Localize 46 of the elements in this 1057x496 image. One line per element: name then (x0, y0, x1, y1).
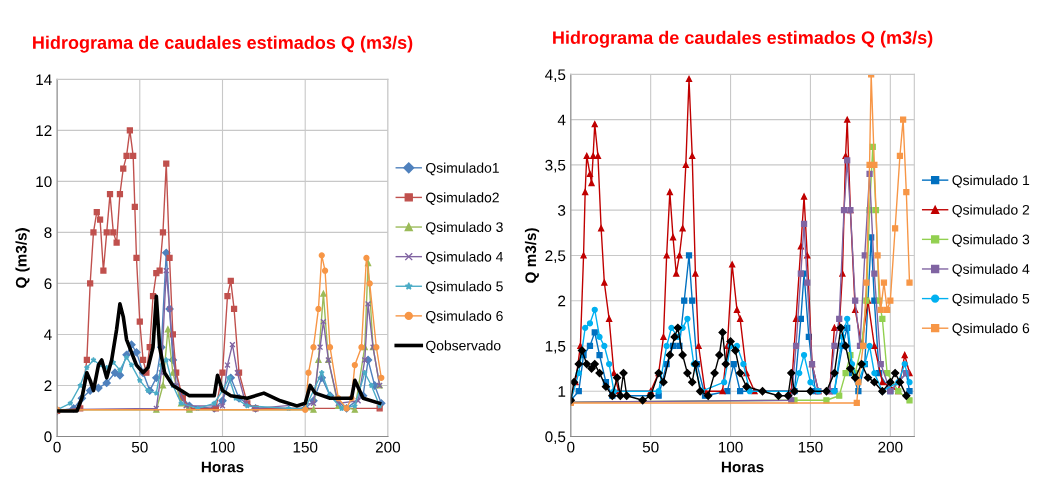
y-tick-label: 0 (44, 431, 52, 443)
legend-label: Qsimulado 3 (426, 221, 503, 235)
legend-label: Qsimulado2 (426, 192, 499, 205)
x-tick-label: 50 (642, 441, 659, 453)
x-tick-label: 100 (210, 441, 235, 453)
y-tick-label: 8 (44, 227, 52, 239)
legend-label: Qsimulado 6 (426, 310, 503, 324)
y-tick-label: 10 (36, 176, 52, 188)
y-tick-label: 4 (557, 114, 566, 126)
y-tick-label: 2 (44, 380, 52, 391)
chart-title: Hidrograma de caudales estimados Q (m3/s) (553, 30, 933, 48)
legend-label: Qsimulado 5 (426, 281, 503, 294)
y-tick-label: 0,5 (545, 431, 566, 444)
x-axis-title: Horas (201, 461, 244, 473)
legend-label: Qsimulado 3 (952, 234, 1030, 247)
y-tick-label: 3 (558, 205, 566, 216)
x-tick-label: 200 (878, 441, 903, 453)
x-axis-title: Horas (721, 461, 764, 473)
chart-title: Hidrograma de caudales estimados Q (m3/s) (33, 35, 413, 53)
y-tick-label: 4,5 (545, 69, 566, 82)
y-tick-label: 12 (36, 125, 52, 136)
x-tick-label: 0 (567, 441, 575, 453)
x-tick-label: 100 (718, 441, 743, 453)
legend-label: Qsimulado 4 (952, 263, 1030, 277)
y-tick-label: 1 (558, 386, 566, 397)
x-tick-label: 200 (375, 441, 401, 453)
legend-label: Qsimulado1 (426, 162, 499, 176)
x-tick-label: 0 (53, 441, 61, 453)
x-tick-label: 50 (131, 441, 148, 453)
legend-label: Qsimulado 6 (952, 323, 1030, 336)
y-tick-label: 3,5 (545, 159, 566, 173)
y-tick-label: 2,5 (545, 250, 566, 263)
y-tick-label: 2 (558, 295, 566, 307)
legend-label: Qobservado (426, 340, 501, 353)
y-tick-label: 6 (44, 278, 52, 290)
y-axis-title: Q (m3/s) (15, 228, 30, 288)
y-tick-label: 4 (44, 329, 52, 340)
legend-label: Qsimulado 1 (952, 174, 1030, 188)
legend-label: Qsimulado 2 (952, 204, 1030, 218)
x-tick-label: 150 (798, 441, 823, 453)
y-axis-title: Q m3/s) (524, 228, 540, 283)
x-tick-label: 150 (293, 441, 318, 453)
y-tick-label: 1,5 (545, 340, 566, 354)
y-tick-label: 14 (36, 74, 52, 85)
legend-label: Qsimulado 4 (426, 251, 503, 265)
legend-label: Qsimulado 5 (952, 293, 1030, 307)
